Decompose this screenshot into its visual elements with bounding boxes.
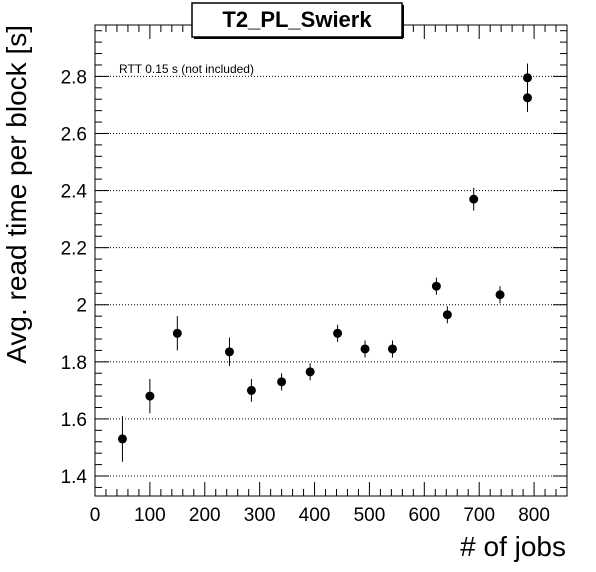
data-point [145, 378, 155, 414]
x-tick-label: 100 [134, 505, 166, 526]
x-tick-label: 700 [463, 505, 495, 526]
data-point [469, 187, 479, 211]
y-tick-label: 1.6 [61, 410, 87, 431]
x-tick-label: 600 [408, 505, 440, 526]
point-marker [495, 290, 505, 300]
chart-title: T2_PL_Swierk [222, 7, 372, 32]
point-marker [387, 344, 397, 354]
y-tick-label: 2.4 [61, 182, 88, 203]
x-tick-label: 0 [90, 505, 101, 526]
point-marker [224, 347, 234, 357]
x-tick-labels: 0 100 200 300 400 500 600 700 800 [90, 505, 550, 526]
point-marker [431, 281, 441, 291]
point-marker [172, 328, 182, 338]
y-tick-label: 2.8 [61, 67, 87, 88]
data-point [442, 306, 452, 324]
data-point [224, 337, 234, 367]
data-point [277, 373, 287, 391]
point-marker [522, 73, 532, 83]
axis-ticks [94, 25, 568, 496]
x-tick-label: 200 [189, 505, 221, 526]
data-point [117, 416, 127, 462]
title-box: T2_PL_Swierk [191, 2, 404, 39]
x-tick-label: 800 [518, 505, 550, 526]
data-points [117, 63, 532, 462]
data-point [495, 286, 505, 304]
y-tick-labels: 1.4 1.6 1.8 2 2.2 2.4 2.6 2.8 [61, 67, 88, 488]
y-tick-label: 1.8 [61, 353, 87, 374]
x-tick-label: 300 [244, 505, 276, 526]
point-marker [469, 194, 479, 204]
data-point [431, 277, 441, 295]
data-point [305, 363, 315, 381]
x-tick-label: 400 [299, 505, 331, 526]
point-marker [360, 344, 370, 354]
chart-annotation: RTT 0.15 s (not included) [119, 62, 254, 76]
point-marker [277, 377, 287, 387]
y-tick-label: 2 [76, 296, 87, 317]
y-tick-label: 1.4 [61, 467, 88, 488]
y-axis-title: Avg. read time per block [s] [1, 25, 32, 364]
point-marker [305, 367, 315, 377]
point-marker [246, 385, 256, 395]
data-point [246, 378, 256, 402]
x-axis-title: # of jobs [460, 531, 566, 562]
point-marker [333, 328, 343, 338]
data-point [360, 340, 370, 358]
data-point [172, 316, 182, 351]
point-marker [442, 310, 452, 320]
grid-lines [95, 75, 567, 477]
x-tick-label: 500 [354, 505, 386, 526]
y-tick-label: 2.2 [61, 239, 87, 260]
data-point [387, 340, 397, 358]
y-tick-label: 2.6 [61, 124, 87, 145]
data-point [522, 83, 532, 113]
point-marker [522, 93, 532, 103]
point-marker [145, 391, 155, 401]
data-point [333, 324, 343, 342]
plot-frame [94, 24, 568, 497]
point-marker [117, 434, 127, 444]
